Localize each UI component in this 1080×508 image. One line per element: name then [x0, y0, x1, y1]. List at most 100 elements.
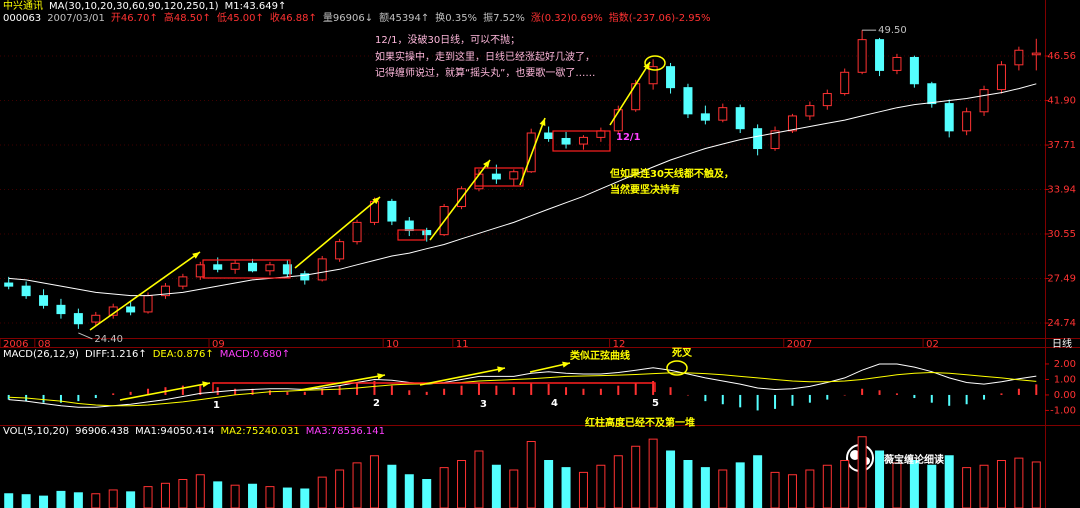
macd-bar [634, 382, 637, 395]
volume-bar [787, 474, 797, 508]
macd-bar [948, 394, 951, 406]
header-item: DIFF:1.216↑ [85, 349, 147, 360]
candle-body [39, 295, 49, 306]
volume-bar [73, 492, 83, 508]
volume-bar [944, 455, 954, 508]
header-item: MA2:75240.031 [220, 426, 299, 437]
volume-bar [1031, 461, 1041, 508]
arrow-head [192, 252, 200, 259]
x-tick-label: 10 [386, 339, 399, 350]
annotation: 5 [652, 398, 659, 409]
volume-bar [91, 493, 101, 508]
candle-body [962, 111, 972, 132]
candle-body [160, 285, 170, 297]
volume-bar [369, 455, 379, 508]
volume-bar [300, 488, 310, 508]
macd-bar [199, 385, 202, 395]
volume-bar [805, 469, 815, 508]
macd-bar [425, 391, 428, 395]
x-tick-label: 11 [456, 339, 469, 350]
candle-body [126, 306, 136, 313]
macd-bar [251, 388, 254, 395]
volume-bar [700, 467, 710, 508]
candle-body [875, 39, 885, 71]
axis-label: 日线 [1052, 337, 1072, 350]
macd-bar [808, 394, 811, 403]
ma-line [8, 83, 1037, 297]
header-item: 振7.52% [483, 11, 525, 24]
volume-bar [21, 494, 31, 508]
volume-bar [404, 474, 414, 508]
header-item: MACD(26,12,9) [3, 349, 79, 360]
volume-bar [439, 467, 449, 508]
candle-body [805, 105, 815, 117]
arrow-head [483, 160, 490, 168]
candle-body [979, 89, 989, 113]
candle-body [143, 295, 153, 313]
candle-body [404, 220, 414, 232]
candle-body [857, 39, 867, 73]
candle-body [178, 276, 188, 287]
macd-bar [1017, 388, 1020, 395]
macd-bar [530, 382, 533, 395]
candle-body [996, 64, 1006, 91]
macd-bar [408, 390, 411, 395]
header-item: 中兴通讯 [3, 0, 43, 12]
y-tick-label: 30.55 [1047, 229, 1076, 240]
volume-bar [613, 455, 623, 508]
annotation: 12/1，没破30日线，可以不抛； [375, 33, 520, 46]
macd-bar [965, 394, 968, 405]
diff-line [8, 363, 1037, 408]
candle-body [4, 282, 14, 287]
header-item: MACD:0.680↑ [220, 349, 290, 360]
volume-bar [596, 464, 606, 508]
arrow-line [419, 367, 506, 386]
arrow-head [377, 373, 385, 380]
high-label: 49.50 [878, 25, 907, 36]
macd-bar [913, 394, 916, 399]
macd-bar [338, 385, 341, 395]
highlight-ellipse [644, 55, 666, 71]
volume-bar [126, 491, 136, 508]
header-item: DEA:0.876↑ [153, 349, 214, 360]
candle-body [561, 137, 571, 145]
volume-bar [213, 481, 223, 508]
x-tick-label: 2006 [3, 339, 28, 350]
macd-bar [147, 388, 150, 395]
volume-bar [108, 489, 118, 508]
y-tick-label: 41.90 [1047, 96, 1076, 107]
candle-body [578, 136, 588, 145]
low-pointer [78, 332, 93, 340]
candle-body [735, 107, 745, 130]
candle-body [387, 200, 397, 222]
header-item: 高48.50↑ [164, 11, 211, 24]
arrow-line [119, 382, 211, 401]
volume-bar [39, 495, 49, 508]
macd-bar [756, 394, 759, 411]
annotation: 死叉 [672, 347, 693, 359]
candle-body [840, 71, 850, 95]
macd-bar [59, 394, 62, 403]
volume-bar [230, 484, 240, 508]
candle-body [265, 264, 275, 272]
macd-bar [94, 394, 97, 399]
volume-bar [875, 450, 885, 508]
header-item: 收46.88↑ [270, 11, 317, 24]
header-item: 换0.35% [435, 11, 477, 24]
candle-body [526, 132, 536, 173]
volume-bar [822, 464, 832, 508]
candle-body [282, 264, 292, 275]
volume-bar [735, 462, 745, 508]
header-line: MACD(26,12,9) DIFF:1.216↑ DEA:0.876↑ MACD:0… [3, 349, 290, 360]
y-tick-label: 0.00 [1054, 390, 1076, 401]
annotation: 12/1 [616, 132, 641, 143]
candle-body [91, 314, 101, 323]
volume-bar [648, 438, 658, 508]
header-item: 量96906↓ [323, 12, 373, 24]
macd-bar [721, 394, 724, 405]
candle-body [544, 132, 554, 139]
candle-body [613, 109, 623, 132]
annotation: 3 [480, 399, 487, 410]
volume-bar [979, 464, 989, 508]
candle-body [596, 130, 606, 138]
